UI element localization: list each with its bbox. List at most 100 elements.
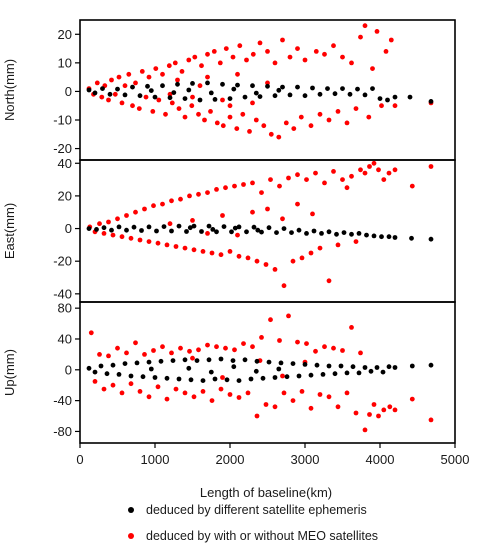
point-ephemeris-p1-3 [107,91,113,97]
point-meo-p2-32 [232,183,237,189]
point-meo-p2-56 [340,177,345,183]
point-meo-p1-49 [250,51,256,57]
point-meo-p3-35 [245,390,251,396]
point-ephemeris-p1-17 [212,97,218,102]
point-meo-p3-33 [236,395,242,400]
point-meo-p2-9 [128,235,134,241]
point-meo-p3-32 [232,347,237,353]
point-ephemeris-p2-3 [109,227,114,233]
point-meo-p3-36 [250,344,255,350]
point-meo-p3-30 [223,345,228,351]
point-ephemeris-p1-36 [355,86,360,92]
point-meo-p2-37 [254,258,260,264]
x-tick-label-2: 2000 [216,452,245,467]
point-meo-p3-2 [97,352,102,357]
point-ephemeris-p1-15 [197,97,203,103]
point-ephemeris-p1-26 [280,84,285,90]
point-meo-p3-55 [335,404,341,410]
point-meo-p1-58 [283,120,289,126]
point-ephemeris-p2-6 [131,224,137,230]
point-ephemeris-p3-42 [338,363,344,369]
point-meo-p3-63 [371,402,377,407]
point-meo-p2-22 [187,193,192,199]
point-meo-p2-23 [191,247,197,253]
point-meo-p1-6 [109,77,114,83]
point-meo-p2-19 [173,244,179,249]
point-ephemeris-p2-42 [409,235,414,241]
point-meo-p2-48 [304,177,309,183]
point-meo-p2-40 [268,177,273,183]
point-ephemeris-p3-54 [186,365,192,371]
point-ephemeris-p3-44 [350,364,356,370]
point-meo-p3-52 [322,344,327,350]
point-meo-p1-70 [335,109,341,114]
point-ephemeris-p1-33 [332,91,338,97]
point-ephemeris-p2-27 [289,230,294,236]
point-meo-p2-31 [227,249,233,254]
point-meo-p2-47 [299,255,305,261]
point-meo-p3-13 [146,394,152,400]
point-meo-p3-16 [160,344,165,350]
point-ephemeris-p1-4 [115,86,120,92]
point-ephemeris-p1-13 [182,96,188,101]
point-meo-p3-8 [124,350,129,356]
point-meo-p2-43 [281,283,287,289]
point-meo-p1-77 [366,114,372,120]
point-meo-p1-32 [196,111,201,117]
point-meo-p3-51 [317,392,323,397]
point-meo-p3-66 [387,404,393,410]
point-ephemeris-p2-4 [116,224,122,230]
point-ephemeris-p2-24 [266,225,272,231]
y-tick-label-p1-3: 10 [58,55,72,70]
point-meo-p3-40 [268,317,273,323]
point-meo-p2-15 [155,240,161,246]
point-meo-p1-41 [223,46,229,51]
point-ephemeris-p3-40 [326,363,332,369]
y-tick-label-p1-1: -10 [53,113,72,128]
point-meo-p2-54 [331,169,336,174]
point-meo-p2-78 [295,201,300,207]
y-tick-label-p1-0: -20 [53,141,72,156]
point-meo-p2-58 [349,173,354,179]
point-ephemeris-p1-21 [242,94,248,100]
point-ephemeris-p3-18 [194,358,200,363]
panel-1: -20 -10 0 10 20 North(mm) [2,19,456,161]
point-ephemeris-p3-10 [146,359,152,365]
point-ephemeris-p3-27 [248,376,254,382]
point-ephemeris-p2-46 [232,225,238,231]
point-ephemeris-p3-33 [284,374,290,380]
point-meo-p1-38 [214,120,220,126]
point-ephemeris-p2-31 [319,231,324,236]
point-meo-p1-91 [265,80,270,86]
point-ephemeris-p2-35 [349,231,354,237]
panel-frame-3 [79,301,456,444]
point-meo-p2-38 [259,190,264,196]
point-meo-p2-18 [169,198,174,204]
point-meo-p2-75 [167,221,173,227]
y-tick-label-p2-3: 20 [58,188,72,203]
point-ephemeris-p2-9 [154,228,159,234]
point-meo-p1-23 [166,63,172,69]
point-ephemeris-p2-44 [187,225,193,231]
point-meo-p3-24 [196,347,201,353]
point-meo-p2-2 [97,221,102,227]
point-ephemeris-p1-5 [122,92,128,98]
point-meo-p1-31 [192,54,198,60]
point-meo-p1-89 [235,71,240,77]
point-ephemeris-p1-28 [295,84,300,90]
point-ephemeris-p1-11 [167,95,173,101]
point-ephemeris-p1-8 [145,83,150,89]
point-meo-p2-8 [124,213,129,218]
point-ephemeris-p3-9 [140,374,146,380]
point-ephemeris-p2-11 [169,228,174,234]
point-ephemeris-p2-1 [94,227,99,232]
y-tick-label-p1-4: 20 [58,27,72,42]
point-ephemeris-p2-19 [229,229,234,235]
point-meo-p1-92 [167,91,173,97]
point-meo-p1-62 [298,114,304,120]
point-ephemeris-p3-52 [409,363,415,369]
point-meo-p1-5 [106,97,111,103]
point-meo-p2-59 [353,239,359,245]
point-meo-p2-3 [101,231,107,236]
point-ephemeris-p1-50 [171,90,177,95]
